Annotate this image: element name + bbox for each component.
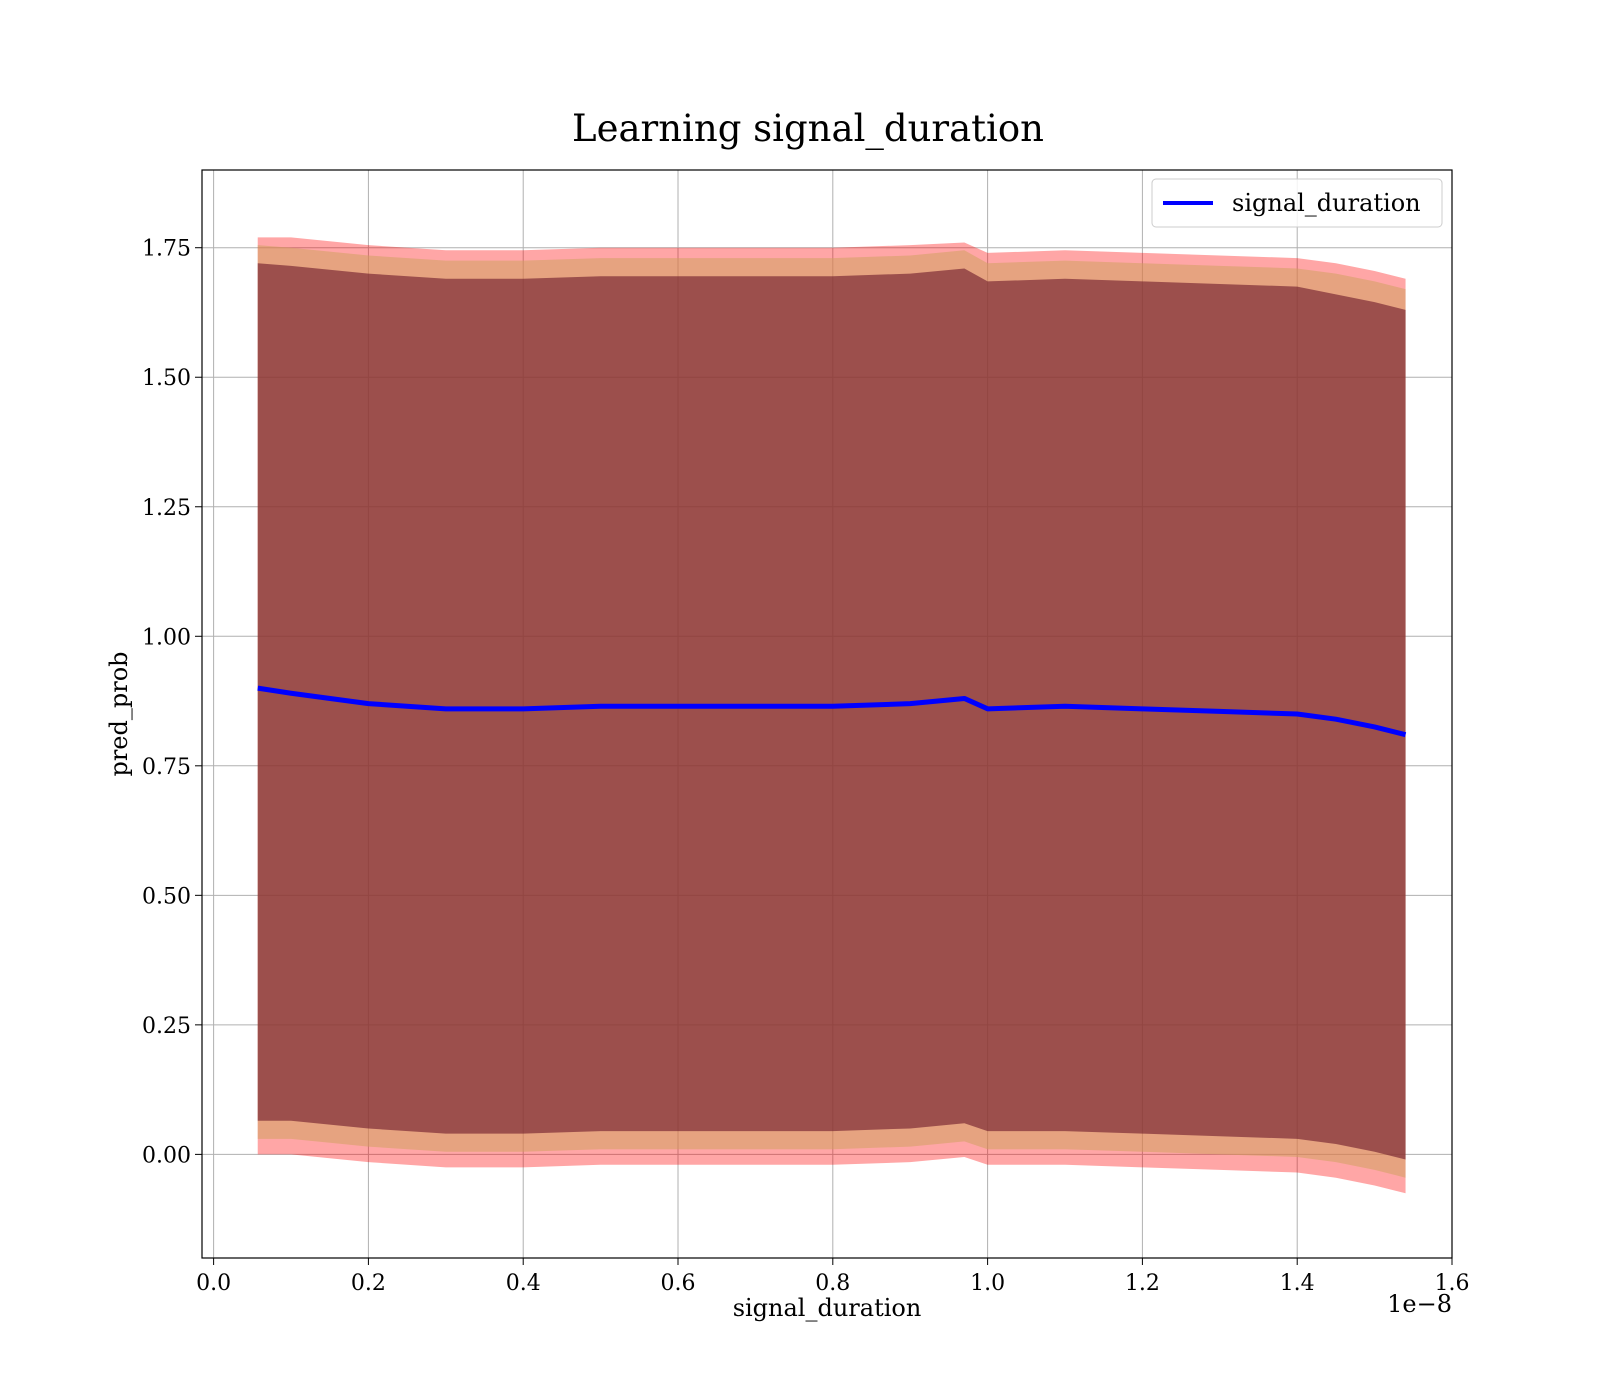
y-tick-label: 1.50 [142, 366, 191, 391]
series-line [257, 685, 1407, 738]
x-tick-label: 1.4 [1280, 1271, 1315, 1296]
y-tick-label: 1.25 [142, 496, 191, 521]
x-tick-label: 0.8 [815, 1271, 850, 1296]
x-tick-label: 1.0 [970, 1271, 1005, 1296]
y-axis-label: pred_prob [105, 651, 133, 776]
band-area [257, 263, 1406, 1160]
x-tick-label: 1.6 [1435, 1271, 1470, 1296]
y-tick-label: 0.75 [142, 755, 191, 780]
x-tick-label: 1.2 [1125, 1271, 1160, 1296]
x-tick-label: 0.4 [506, 1271, 541, 1296]
series-lines [257, 685, 1407, 738]
chart-title: Learning signal_duration [572, 107, 1044, 151]
y-tick-label: 1.00 [142, 625, 191, 650]
y-tick-label: 0.50 [142, 884, 191, 909]
x-axis-offset-label: 1e−8 [1387, 1290, 1452, 1318]
legend-box [1151, 178, 1443, 228]
plot-frame [201, 169, 1453, 1259]
x-axis-label: signal_duration [733, 1294, 922, 1322]
legend: signal_duration [1151, 178, 1443, 228]
y-tick-label: 0.00 [142, 1143, 191, 1168]
x-axis-ticks: 0.0 0.2 0.4 0.6 0.8 1.0 1.2 1.4 1.6 [196, 1258, 1470, 1296]
confidence-bands [257, 237, 1406, 1194]
legend-label: signal_duration [1232, 189, 1421, 217]
x-tick-label: 0.6 [661, 1271, 696, 1296]
y-tick-label: 1.75 [142, 237, 191, 262]
x-tick-label: 0.0 [196, 1271, 231, 1296]
y-axis-ticks: 0.00 0.25 0.50 0.75 1.00 1.25 1.50 1.75 [142, 237, 202, 1168]
x-tick-label: 0.2 [351, 1271, 386, 1296]
y-tick-label: 0.25 [142, 1014, 191, 1039]
